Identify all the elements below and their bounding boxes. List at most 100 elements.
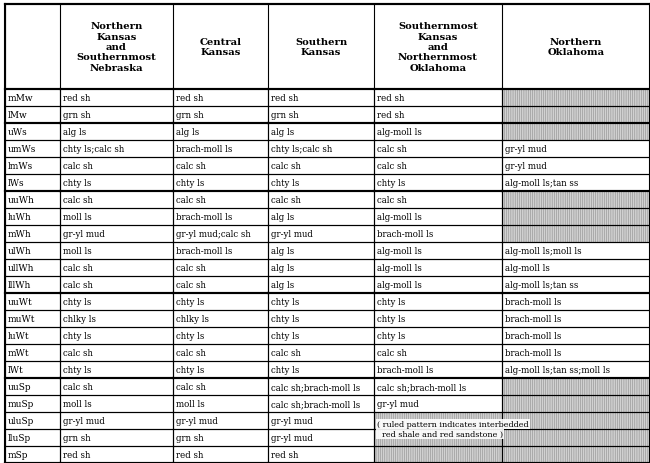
Text: mSp: mSp	[8, 450, 29, 459]
Bar	[173, 310, 268, 327]
Text: brach-moll ls: brach-moll ls	[176, 144, 233, 154]
Text: calc sh;brach-moll ls: calc sh;brach-moll ls	[271, 399, 360, 408]
Text: luWh: luWh	[8, 213, 32, 221]
Bar	[5, 412, 60, 429]
Text: calc sh: calc sh	[377, 144, 407, 154]
Bar	[268, 327, 374, 344]
Text: lmWs: lmWs	[8, 162, 33, 171]
Text: chty ls: chty ls	[176, 365, 204, 374]
Text: alg ls: alg ls	[271, 281, 294, 289]
Bar	[374, 192, 502, 208]
Bar	[268, 276, 374, 294]
Bar	[60, 208, 173, 225]
Text: brach-moll ls: brach-moll ls	[176, 246, 233, 256]
Text: red sh: red sh	[271, 94, 298, 103]
Text: calc sh: calc sh	[271, 162, 301, 171]
Bar	[60, 141, 173, 158]
Bar	[268, 107, 374, 124]
Text: chty ls: chty ls	[63, 332, 92, 340]
Text: red shale and red sandstone ): red shale and red sandstone )	[377, 430, 503, 438]
Text: lMw: lMw	[8, 111, 28, 120]
Bar	[5, 276, 60, 294]
Text: calc sh;brach-moll ls: calc sh;brach-moll ls	[271, 382, 360, 391]
Bar	[173, 446, 268, 463]
Text: uluSp: uluSp	[8, 416, 34, 425]
Text: moll ls: moll ls	[63, 246, 92, 256]
Text: alg-moll ls: alg-moll ls	[377, 263, 422, 272]
Text: calc sh: calc sh	[63, 162, 93, 171]
Bar	[268, 429, 374, 446]
Text: alg-moll ls;tan ss: alg-moll ls;tan ss	[505, 281, 578, 289]
Text: chty ls: chty ls	[377, 297, 406, 307]
Text: calc sh: calc sh	[176, 263, 206, 272]
Bar	[374, 294, 502, 310]
Bar	[5, 124, 60, 141]
Bar	[60, 378, 173, 395]
Bar	[5, 90, 60, 107]
Text: moll ls: moll ls	[63, 399, 92, 408]
Text: gr-yl mud: gr-yl mud	[505, 162, 547, 171]
Text: gr-yl mud: gr-yl mud	[377, 399, 419, 408]
Bar	[60, 259, 173, 276]
Text: alg ls: alg ls	[63, 128, 86, 137]
Bar	[374, 412, 650, 429]
Text: chty ls: chty ls	[176, 297, 204, 307]
Bar	[502, 175, 650, 192]
Text: chty ls: chty ls	[271, 179, 300, 188]
Bar	[502, 243, 650, 259]
Text: alg ls: alg ls	[271, 128, 294, 137]
Text: ulWh: ulWh	[8, 246, 32, 256]
Bar	[5, 446, 60, 463]
Bar	[502, 294, 650, 310]
Bar	[502, 192, 650, 208]
Bar	[502, 225, 650, 243]
Text: gr-yl mud: gr-yl mud	[63, 416, 105, 425]
Bar	[374, 310, 502, 327]
Text: chty ls: chty ls	[63, 365, 92, 374]
Text: calc sh: calc sh	[176, 281, 206, 289]
Bar	[374, 243, 502, 259]
Bar	[5, 310, 60, 327]
Text: muSp: muSp	[8, 399, 34, 408]
Bar	[173, 208, 268, 225]
Text: calc sh: calc sh	[63, 263, 93, 272]
Text: lllWh: lllWh	[8, 281, 31, 289]
Text: moll ls: moll ls	[63, 213, 92, 221]
Bar	[60, 225, 173, 243]
Text: calc sh: calc sh	[377, 162, 407, 171]
Bar	[374, 158, 502, 175]
Bar	[268, 446, 374, 463]
Bar	[502, 107, 650, 124]
Text: gr-yl mud: gr-yl mud	[63, 230, 105, 238]
Bar	[374, 412, 650, 429]
Bar	[5, 294, 60, 310]
Bar	[5, 429, 60, 446]
Text: alg-moll ls: alg-moll ls	[505, 263, 550, 272]
Text: grn sh: grn sh	[271, 111, 298, 120]
Bar	[502, 378, 650, 395]
Text: brach-moll ls: brach-moll ls	[505, 348, 562, 357]
Bar	[5, 327, 60, 344]
Text: alg-moll ls: alg-moll ls	[377, 128, 422, 137]
Bar	[374, 225, 502, 243]
Bar	[374, 90, 502, 107]
Bar	[5, 192, 60, 208]
Text: umWs: umWs	[8, 144, 36, 154]
Bar	[502, 429, 650, 446]
Bar	[374, 378, 502, 395]
Bar	[5, 344, 60, 361]
Bar	[502, 259, 650, 276]
Bar	[268, 395, 374, 412]
Bar	[268, 141, 374, 158]
Bar	[173, 175, 268, 192]
Bar	[173, 412, 268, 429]
Text: chty ls: chty ls	[176, 179, 204, 188]
Bar	[60, 276, 173, 294]
Text: chty ls: chty ls	[271, 314, 300, 323]
Text: calc sh: calc sh	[63, 281, 93, 289]
Text: ( ruled pattern indicates interbedded: ( ruled pattern indicates interbedded	[377, 420, 528, 428]
Bar	[374, 429, 502, 446]
Text: grn sh: grn sh	[176, 433, 203, 442]
Text: red sh: red sh	[63, 94, 90, 103]
Bar	[374, 259, 502, 276]
